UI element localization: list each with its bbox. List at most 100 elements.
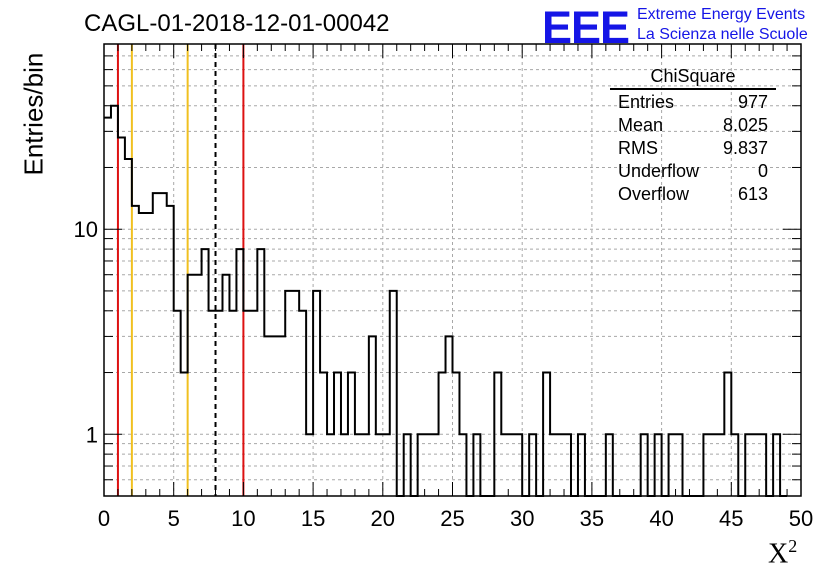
x-axis-label-superscript: 2: [788, 536, 798, 556]
y-tick-label: 1: [86, 422, 98, 447]
histogram-bin: [676, 434, 683, 496]
histogram-bin: [132, 206, 139, 496]
stats-value: 8.025: [722, 115, 768, 135]
histogram-bin: [655, 434, 662, 496]
x-tick-label: 35: [580, 506, 604, 531]
histogram-bin: [355, 434, 362, 496]
histogram-bin: [104, 118, 111, 496]
histogram-bin: [752, 434, 759, 496]
histogram-bin: [167, 206, 174, 496]
stats-title: ChiSquare: [610, 66, 776, 90]
histogram-bin: [369, 336, 376, 496]
histogram-bin: [236, 249, 243, 496]
histogram-bin: [501, 434, 508, 496]
histogram-bin: [669, 434, 676, 496]
histogram-bin: [362, 434, 369, 496]
histogram-bin: [202, 249, 209, 496]
x-tick-label: 15: [301, 506, 325, 531]
axis-ticks: [103, 43, 802, 497]
histogram-bin: [641, 434, 648, 496]
histogram-bin: [557, 434, 564, 496]
histogram-bin: [745, 434, 752, 496]
logo-line-1: Extreme Energy Events: [637, 6, 806, 23]
histogram-bin: [550, 434, 557, 496]
stats-row-rms: RMS 9.837: [610, 137, 776, 160]
histogram-bin: [306, 434, 313, 496]
x-tick-label: 10: [231, 506, 255, 531]
histogram-bin: [529, 434, 536, 496]
histogram-bin: [334, 373, 341, 496]
histogram-bin: [446, 336, 453, 496]
eee-logo: EEE: [542, 2, 630, 53]
chart-title: CAGL-01-2018-12-01-00042: [84, 10, 390, 37]
histogram-bin: [195, 275, 202, 496]
stats-box: ChiSquare Entries 977 Mean 8.025 RMS 9.8…: [610, 66, 776, 206]
stats-row-entries: Entries 977: [610, 91, 776, 114]
histogram-bin: [188, 275, 195, 496]
x-tick-label: 30: [510, 506, 534, 531]
stats-label: Mean: [618, 115, 664, 135]
x-tick-label: 5: [168, 506, 180, 531]
stats-label: Overflow: [618, 184, 690, 204]
histogram-bin: [111, 106, 118, 496]
histogram-bin: [125, 159, 132, 496]
histogram-bin: [174, 311, 181, 496]
histogram-bin: [717, 434, 724, 496]
x-tick-label: 40: [649, 506, 673, 531]
y-tick-label: 10: [74, 217, 98, 242]
x-tick-label: 45: [719, 506, 743, 531]
histogram-bin: [222, 275, 229, 496]
histogram-bin: [257, 249, 264, 496]
histogram-bin: [515, 434, 522, 496]
histogram-bin: [564, 434, 571, 496]
stats-value: 977: [737, 92, 768, 112]
histogram-bin: [404, 434, 411, 496]
x-tick-label: 0: [98, 506, 110, 531]
histogram-bin: [376, 434, 383, 496]
histogram-bin: [418, 434, 425, 496]
histogram-bin: [508, 434, 515, 496]
histogram-bin: [432, 434, 439, 496]
histogram-bin: [710, 434, 717, 496]
histogram-bin: [724, 373, 731, 496]
histogram-bin: [425, 434, 432, 496]
histogram-bin: [341, 434, 348, 496]
histogram-bin: [160, 193, 167, 496]
histogram-bin: [578, 434, 585, 496]
histogram-bin: [153, 193, 160, 496]
histogram-bin: [181, 373, 188, 496]
histogram-bin: [383, 434, 390, 496]
stats-value: 9.837: [722, 138, 768, 158]
histogram-bin: [543, 373, 550, 496]
histogram-bin: [278, 336, 285, 496]
histogram-bin: [243, 311, 250, 496]
stats-row-underflow: Underflow 0: [610, 160, 776, 183]
x-tick-label: 50: [789, 506, 813, 531]
stats-label: RMS: [618, 138, 658, 158]
x-tick-label: 25: [440, 506, 464, 531]
histogram-bin: [390, 291, 397, 496]
histogram-bin: [453, 373, 460, 496]
histogram-bin: [348, 373, 355, 496]
stats-value: 613: [737, 184, 768, 204]
histogram-bin: [313, 291, 320, 496]
histogram-bin: [473, 434, 480, 496]
histogram-bin: [118, 137, 125, 496]
histogram-bin: [250, 311, 257, 496]
stats-row-overflow: Overflow 613: [610, 183, 776, 206]
histogram-bin: [216, 311, 223, 496]
histogram-bin: [606, 434, 613, 496]
histogram-bin: [494, 373, 501, 496]
histogram-bin: [327, 434, 334, 496]
logo-line-2: La Scienza nelle Scuole: [637, 26, 808, 43]
histogram-bin: [703, 434, 710, 496]
histogram-bin: [229, 311, 236, 496]
y-axis-label: Entries/bin: [18, 52, 49, 176]
histogram-bin: [139, 213, 146, 496]
histogram-bin: [285, 291, 292, 496]
histogram-bin: [439, 373, 446, 496]
stats-label: Underflow: [618, 161, 700, 181]
histogram-bin: [731, 434, 738, 496]
histogram-bin: [264, 336, 271, 496]
